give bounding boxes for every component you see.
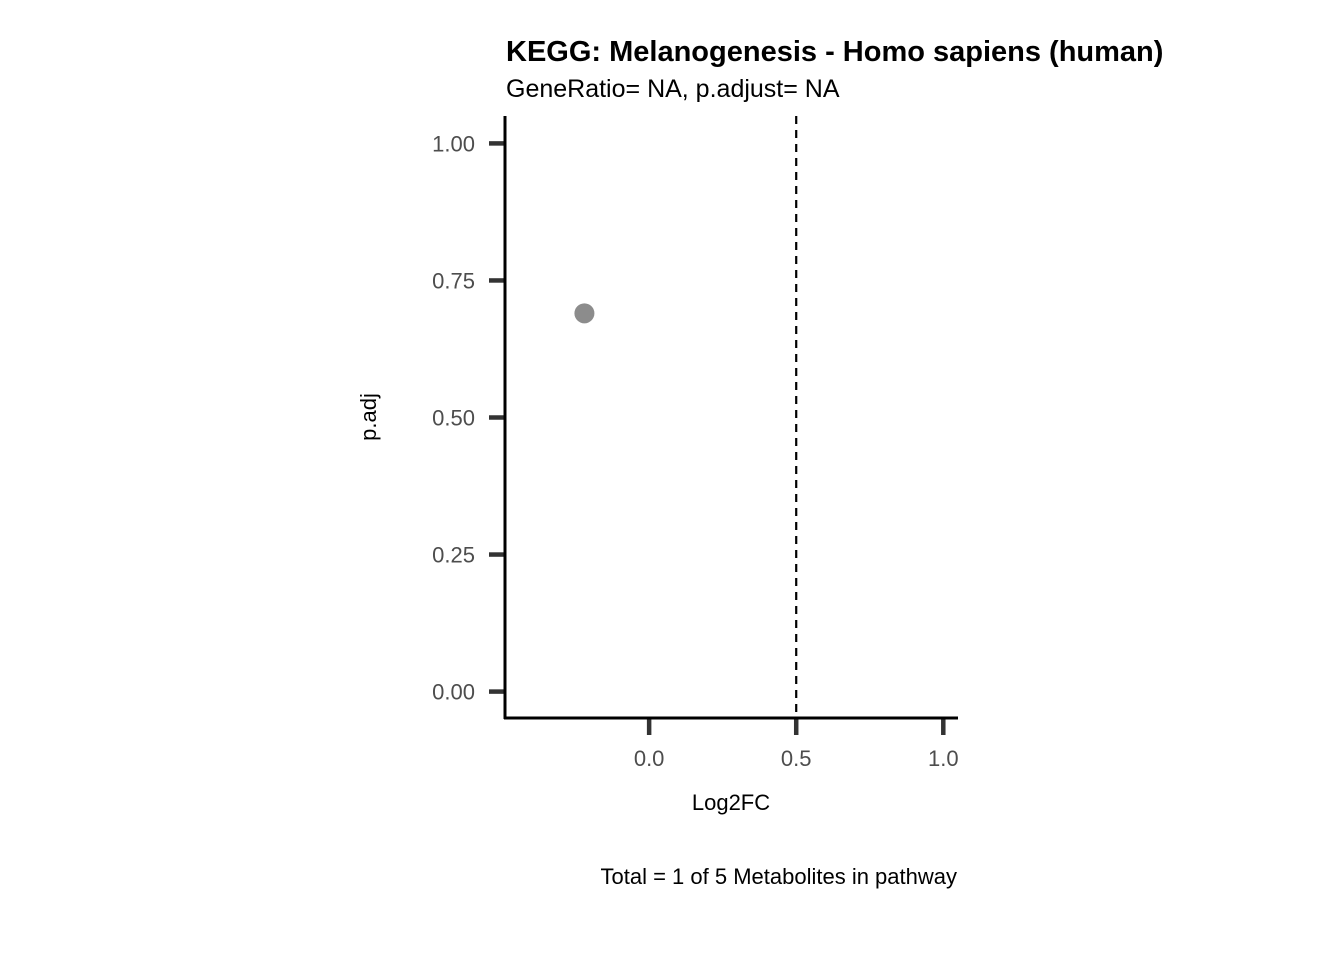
x-tick-label: 1.0 bbox=[928, 746, 959, 771]
chart-subtitle: GeneRatio= NA, p.adjust= NA bbox=[506, 75, 840, 103]
x-axis-title: Log2FC bbox=[692, 790, 770, 815]
y-tick-label: 0.00 bbox=[432, 680, 475, 705]
x-tick-label: 0.0 bbox=[634, 746, 665, 771]
plot-area bbox=[574, 116, 798, 719]
x-tick-label: 0.5 bbox=[781, 746, 812, 771]
y-axis-ticks: 0.00 0.25 0.50 0.75 1.00 bbox=[432, 131, 504, 705]
y-tick-label: 0.75 bbox=[432, 268, 475, 293]
chart-caption: Total = 1 of 5 Metabolites in pathway bbox=[601, 864, 958, 889]
x-axis-ticks: 0.0 0.5 1.0 bbox=[634, 719, 959, 771]
chart-title: KEGG: Melanogenesis - Homo sapiens (huma… bbox=[506, 36, 1163, 68]
y-tick-label: 0.25 bbox=[432, 543, 475, 568]
y-axis-title: p.adj bbox=[356, 393, 381, 441]
data-point bbox=[574, 303, 595, 324]
y-tick-label: 1.00 bbox=[432, 131, 475, 156]
y-tick-label: 0.50 bbox=[432, 406, 475, 431]
